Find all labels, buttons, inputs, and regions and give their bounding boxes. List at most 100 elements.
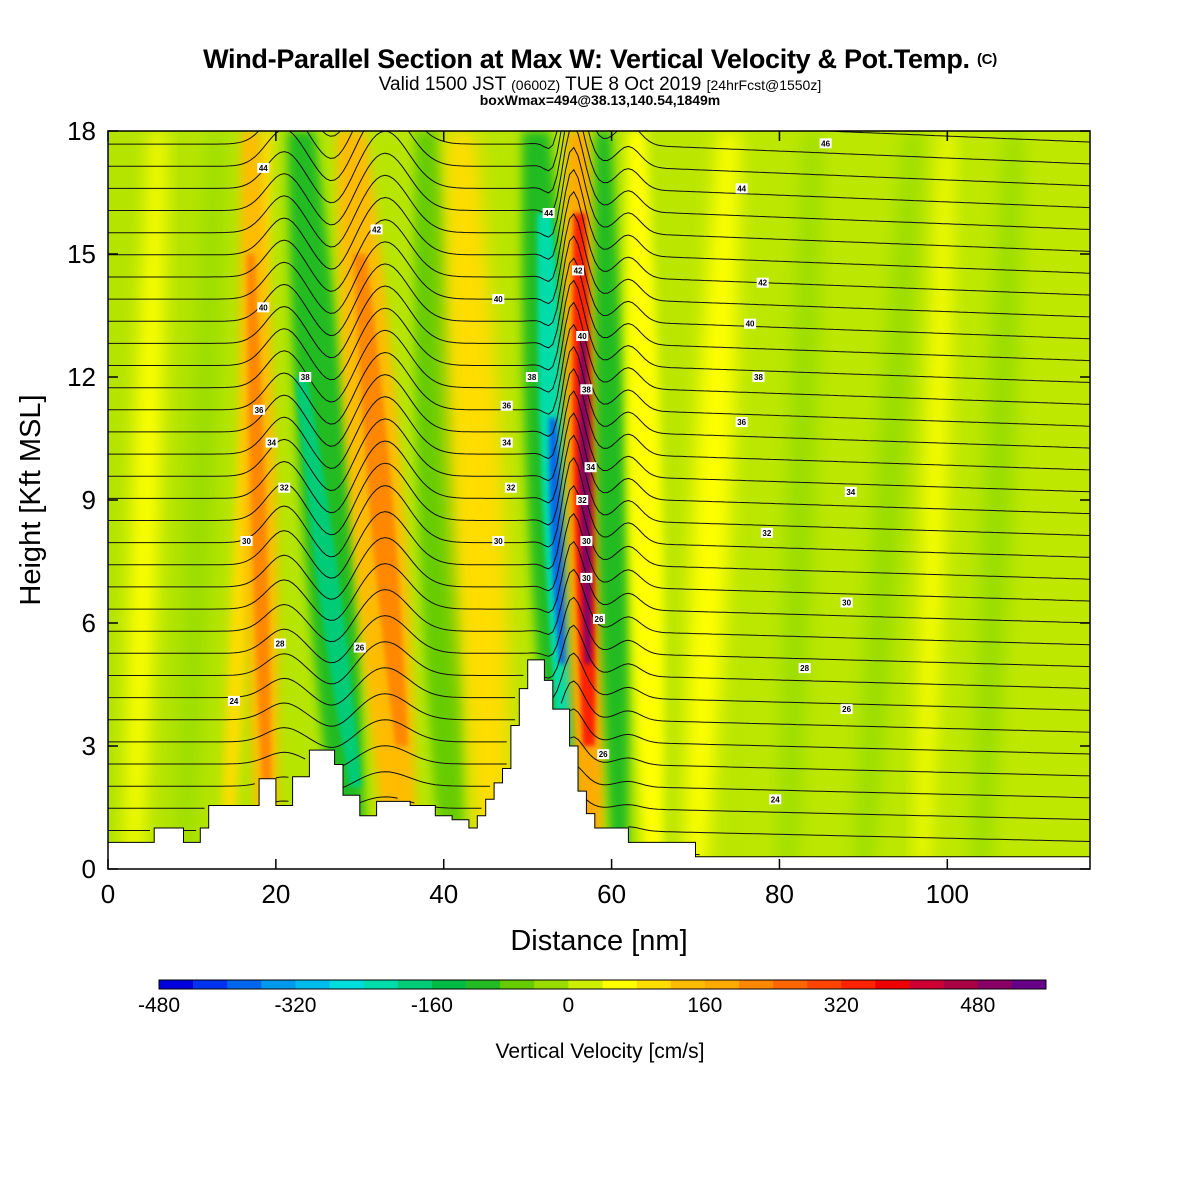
theta-label-text: 30 [842,599,851,608]
theta-contour [108,826,1090,842]
theta-label-text: 26 [599,750,608,759]
colorbar-segment [431,980,467,989]
theta-label-bg [572,265,585,276]
theta-label: 24 [769,794,782,805]
vv-band-weak-6 [972,131,1023,869]
theta-contour [108,213,1090,318]
theta-contour [108,624,1090,689]
theta-contour [108,796,1090,821]
colorbar-segment [977,980,1013,989]
theta-label-text: 38 [301,373,310,382]
theta-label-text: 42 [574,266,583,275]
colorbar-frame [158,979,1047,990]
theta-label-text: 40 [494,295,503,304]
theta-label-bg [227,695,240,706]
x-tick-label: 0 [101,879,115,909]
colorbar-segment [773,980,808,989]
theta-label: 44 [257,162,270,173]
theta-label-bg [576,331,589,341]
colorbar-segment [295,980,330,989]
theta-contour [108,345,1090,449]
theta-label-text: 40 [746,320,755,329]
theta-label-bg [580,536,593,546]
theta-label-text: 30 [582,574,591,583]
theta-label-bg [798,663,811,674]
theta-label-bg [735,183,748,194]
theta-label: 24 [227,695,240,706]
theta-label-text: 32 [280,484,289,493]
colorbar-tick-label: 160 [687,994,722,1017]
theta-label-bg [593,613,605,624]
colorbar-segment [636,980,672,989]
theta-label: 40 [576,331,589,341]
x-axis-label: Distance [nm] [510,925,687,957]
theta-contour [108,168,1090,274]
theta-contour [108,131,1090,230]
vv-band-weak-7 [916,131,953,869]
chart-title: Wind-Parallel Section at Max W: Vertical… [0,44,1200,75]
theta-label-text: 42 [372,225,381,234]
x-tick-label: 100 [926,879,969,909]
theta-label-bg [257,302,270,313]
theta-contour [108,190,1090,296]
colorbar-tick-label: 0 [563,994,575,1017]
theta-label: 36 [253,404,266,415]
theta-label-text: 38 [527,373,536,382]
theta-contour [108,323,1090,427]
theta-label-bg [580,572,593,583]
theta-label-text: 34 [502,439,511,448]
colorbar-segment [943,980,979,989]
theta-label: 30 [580,536,593,546]
theta-contour [108,368,1090,471]
vv-band-weak-1 [125,131,166,869]
x-tick-label: 20 [261,879,290,909]
theta-label-bg [500,400,513,411]
theta-contour [108,652,1090,711]
theta-label-text: 30 [494,537,503,546]
theta-label-text: 34 [267,439,276,448]
theta-contour [108,279,1090,383]
theta-label-bg [500,437,513,448]
terrain-mask [108,659,1090,869]
theta-label-bg [844,486,857,497]
theta-label-text: 26 [355,644,364,653]
theta-contour [108,596,1090,668]
theta-label-text: 32 [762,529,771,538]
theta-label: 44 [542,208,555,218]
colorbar-segment [500,980,535,989]
theta-label: 38 [525,372,538,382]
theta-label-bg [274,638,287,649]
theta-label-text: 34 [586,463,595,472]
chart-title-text: Wind-Parallel Section at Max W: Vertical… [203,44,970,74]
theta-label-text: 36 [502,402,511,411]
theta-label-bg [840,704,853,715]
colorbar-segment [807,980,842,989]
theta-label-text: 34 [846,488,855,497]
theta-label-text: 24 [229,697,238,706]
theta-label-bg [819,138,832,149]
theta-label-bg [370,224,383,235]
theta-label-text: 30 [242,537,251,546]
theta-label-text: 44 [737,184,746,193]
copyright-mark: (C) [976,51,997,68]
theta-contour [108,301,1090,405]
vv-band-weak-4 [780,131,821,869]
colorbar-segment [466,980,501,989]
colorbar-segment [193,980,228,989]
theta-contour [108,766,1090,799]
theta-label-text: 32 [506,484,515,493]
theta-label: 26 [840,704,853,715]
theta-label-bg [580,384,593,395]
colorbar-segment [602,980,637,989]
colorbar-tick-label: 480 [960,994,995,1017]
theta-label: 46 [819,138,832,149]
theta-label: 36 [500,400,513,411]
x-tick-label: 80 [765,879,794,909]
colorbar-segment [1011,980,1047,989]
contour-labels: 44 42 40 38 36 34 32 30 28 26 24 44 40 38 36 34 32 30 42 40… [227,138,857,805]
y-tick-label: 15 [67,239,96,269]
theta-label-bg [257,162,270,173]
theta-contour [108,131,1090,165]
theta-label-bg [760,527,773,538]
colorbar-tick-label: -320 [274,994,316,1017]
